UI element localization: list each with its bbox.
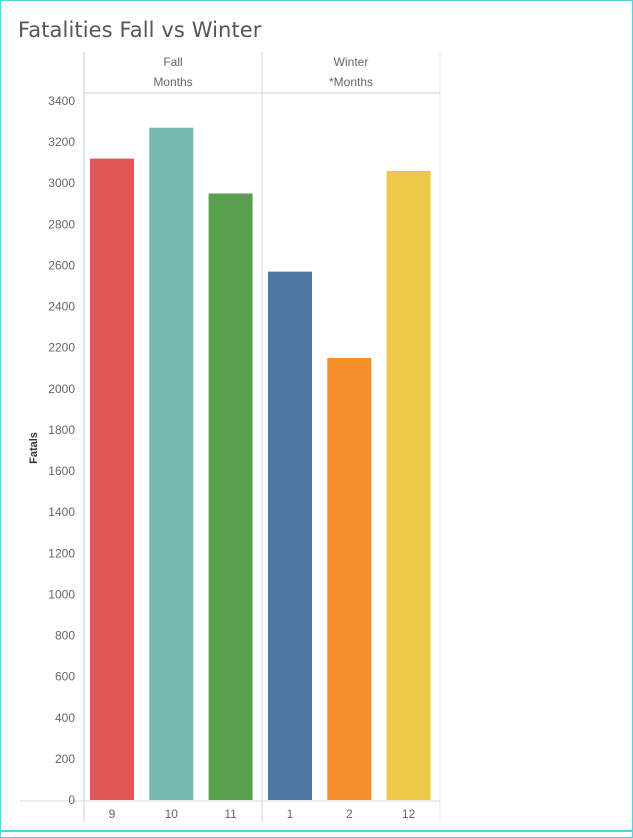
bar bbox=[327, 357, 372, 800]
y-tick-label: 600 bbox=[55, 670, 75, 684]
y-tick-label: 800 bbox=[55, 629, 75, 643]
y-tick-label: 2200 bbox=[48, 341, 75, 355]
frame-bottom-border bbox=[0, 830, 633, 832]
y-tick-label: 3200 bbox=[48, 135, 75, 149]
y-axis-label: Fatals bbox=[28, 432, 40, 464]
y-tick-label: 400 bbox=[55, 711, 75, 725]
x-tick-label: 2 bbox=[346, 807, 353, 821]
y-tick-label: 1000 bbox=[48, 587, 75, 601]
y-tick-label: 2600 bbox=[48, 258, 75, 272]
pane-header-label: Winter bbox=[334, 55, 369, 69]
pane-headers: Fall Months Winter *Months bbox=[153, 55, 373, 89]
x-tick-label: 10 bbox=[165, 807, 179, 821]
chart-title: Fatalities Fall vs Winter bbox=[18, 18, 262, 42]
tick-labels: 0 200 400 600 800 1000 1200 1400 1600 1800 2000 220… bbox=[48, 94, 415, 821]
bars bbox=[90, 127, 431, 801]
y-tick-label: 1800 bbox=[48, 423, 75, 437]
y-tick-label: 3400 bbox=[48, 94, 75, 108]
bar bbox=[386, 170, 431, 800]
x-tick-label: 9 bbox=[109, 807, 116, 821]
y-tick-label: 2800 bbox=[48, 217, 75, 231]
y-tick-label: 0 bbox=[68, 793, 75, 807]
pane-header-label: *Months bbox=[329, 75, 373, 89]
pane-header-label: Months bbox=[153, 75, 192, 89]
y-tick-label: 1400 bbox=[48, 505, 75, 519]
y-tick-label: 1600 bbox=[48, 464, 75, 478]
y-tick-label: 1200 bbox=[48, 546, 75, 560]
y-tick-label: 3000 bbox=[48, 176, 75, 190]
bar bbox=[268, 271, 312, 800]
bar bbox=[208, 193, 253, 800]
y-tick-label: 2400 bbox=[48, 300, 75, 314]
bar bbox=[90, 158, 134, 801]
y-tick-label: 2000 bbox=[48, 382, 75, 396]
x-tick-label: 12 bbox=[402, 807, 416, 821]
pane-header-label: Fall bbox=[163, 55, 182, 69]
bar bbox=[149, 127, 194, 801]
y-tick-label: 200 bbox=[55, 752, 75, 766]
x-tick-label: 1 bbox=[287, 807, 294, 821]
x-tick-label: 11 bbox=[224, 807, 237, 821]
chart-axes bbox=[20, 52, 441, 822]
